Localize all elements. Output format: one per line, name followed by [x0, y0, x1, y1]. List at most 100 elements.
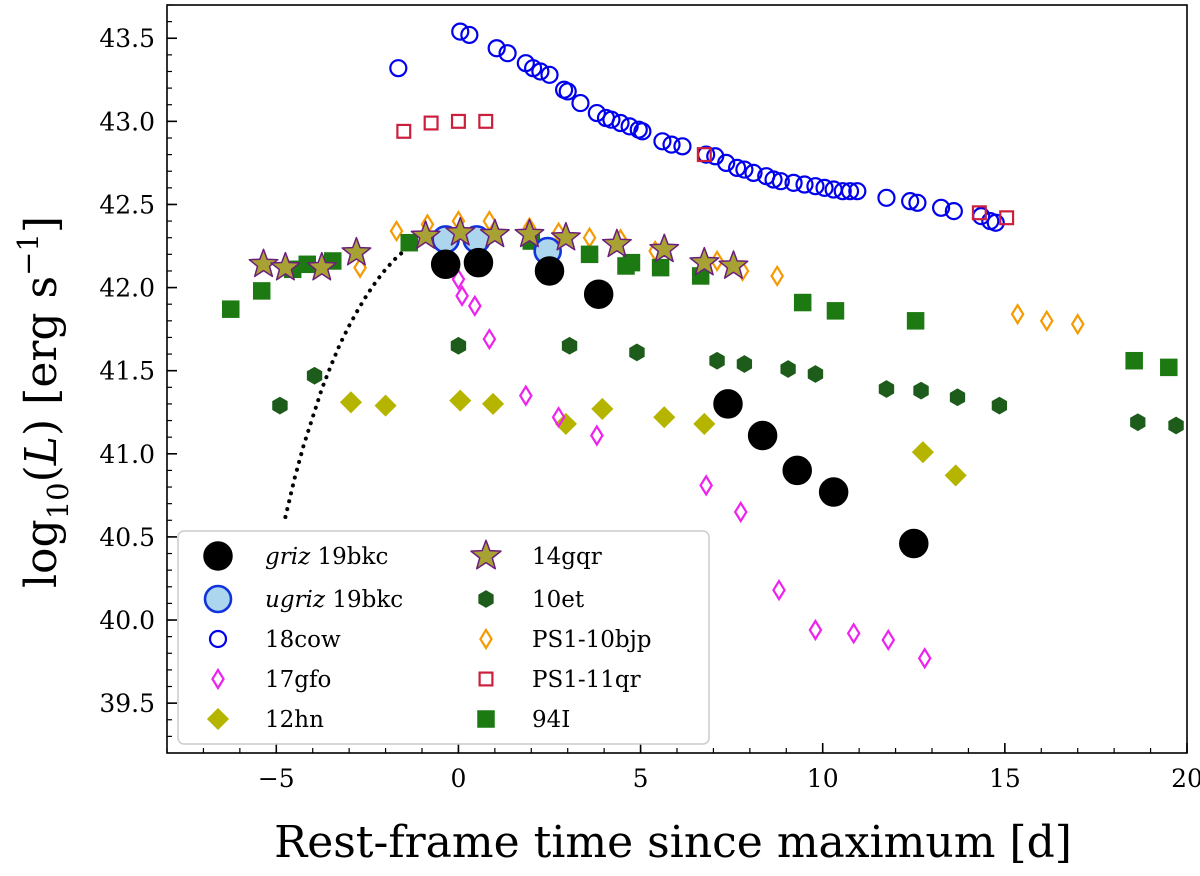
point-ps1-11qr [450, 113, 466, 129]
point-10et [1130, 413, 1146, 432]
point-18cow [498, 44, 517, 63]
major-ticks: −5 0 5 10 15 20 39.5 40.0 40.5 41.0 41.5 42.0 42.5 43… [99, 24, 1200, 793]
point-18cow [764, 170, 783, 189]
legend-label-text: PS1-11qr [532, 667, 641, 693]
legend-label-94i: 94I [532, 707, 570, 733]
point-14gqr [514, 218, 545, 248]
point-14gqr [689, 246, 720, 276]
point-12hn [374, 394, 397, 417]
y-tick-label: 42.0 [99, 274, 155, 303]
point-10et [272, 396, 288, 415]
point-94i [622, 253, 641, 272]
point-18cow [571, 93, 590, 113]
y-title-exp: −1 [11, 233, 45, 276]
point-17gfo [518, 384, 533, 407]
point-18cow [460, 25, 479, 45]
point-17gfo [881, 628, 896, 652]
y-tick-label: 42.5 [99, 190, 155, 219]
x-tick-label: 20 [1171, 764, 1200, 793]
point-griz-19bkc [747, 420, 778, 451]
point-18cow [389, 59, 408, 78]
series-94i [222, 232, 1178, 377]
point-12hn [911, 441, 934, 464]
point-17gfo [455, 284, 469, 307]
point-18cow [795, 175, 814, 194]
point-10et [1168, 416, 1184, 435]
point-ps1-11qr [971, 205, 987, 221]
legend-label-ps1-11qr: PS1-11qr [532, 667, 641, 693]
legend-label-12hn: 12hn [265, 707, 324, 733]
point-94i [1125, 351, 1143, 370]
point-94i [793, 293, 812, 312]
point-griz-19bkc [534, 256, 565, 286]
legend-box [177, 530, 710, 745]
point-17gfo [482, 328, 497, 351]
point-10et [913, 381, 929, 400]
point-18cow [771, 172, 790, 191]
point-ps1-10bjp [770, 264, 785, 288]
point-12hn [481, 392, 505, 415]
point-18cow [728, 158, 747, 177]
x-axis-title: Rest-frame time since maximum [d] [274, 817, 1072, 868]
point-17gfo [917, 647, 932, 670]
point-18cow [944, 202, 963, 221]
point-18cow [735, 160, 754, 179]
point-18cow [908, 193, 927, 212]
point-18cow [451, 22, 470, 41]
point-10et [561, 336, 578, 355]
point-griz-19bkc [713, 389, 743, 419]
series-10et [272, 336, 1184, 435]
point-ps1-11qr [423, 115, 439, 131]
point-griz-19bkc [463, 247, 494, 278]
point-17gfo [589, 424, 604, 447]
point-10et [807, 365, 824, 383]
point-12hn [554, 412, 577, 435]
legend-label-text: 19bkc [310, 544, 388, 570]
point-18cow [848, 182, 867, 201]
point-18cow [662, 135, 681, 154]
legend-marker-ugriz-19bkc [203, 584, 233, 614]
y-title-units: ) [erg s [16, 276, 67, 436]
legend-label-text: 19bkc [325, 587, 403, 613]
point-18cow [633, 122, 652, 141]
point-18cow [717, 153, 736, 173]
point-14gqr [270, 251, 301, 281]
point-18cow [815, 178, 834, 197]
point-10et [450, 336, 467, 355]
point-17gfo [551, 406, 566, 429]
point-94i [826, 302, 845, 320]
point-17gfo [699, 474, 714, 497]
point-ps1-11qr [478, 113, 494, 129]
legend-marker-griz-19bkc [203, 541, 233, 571]
point-10et [878, 380, 895, 398]
plot-frame [166, 4, 1188, 754]
point-17gfo [772, 579, 786, 602]
point-94i [252, 282, 271, 300]
point-12hn [591, 397, 614, 420]
point-10et [629, 343, 645, 362]
legend-label-text: 14gqr [532, 544, 602, 570]
point-12hn [449, 389, 472, 412]
point-12hn [693, 412, 716, 435]
y-title-sub: 10 [41, 482, 75, 519]
point-ps1-10bjp [1039, 309, 1054, 332]
legend-label-17gfo: 17gfo [265, 667, 331, 693]
series-griz-19bkc [430, 247, 929, 559]
point-griz-19bkc [430, 249, 461, 280]
legend-label-text: 17gfo [265, 667, 331, 693]
point-18cow [487, 39, 506, 58]
point-10et [780, 360, 796, 378]
legend-marker-ps1-11qr [478, 671, 494, 687]
point-17gfo [467, 294, 482, 317]
series-17gfo [451, 268, 932, 670]
point-18cow [986, 213, 1005, 232]
y-tick-label: 39.5 [99, 689, 155, 718]
point-14gqr [306, 251, 337, 281]
legend-label-text: PS1-10bjp [532, 627, 651, 653]
y-tick-label: 40.5 [99, 523, 155, 552]
legend-marker-17gfo [211, 667, 225, 691]
point-17gfo [451, 268, 466, 291]
legend-label-text: 94I [532, 707, 570, 733]
